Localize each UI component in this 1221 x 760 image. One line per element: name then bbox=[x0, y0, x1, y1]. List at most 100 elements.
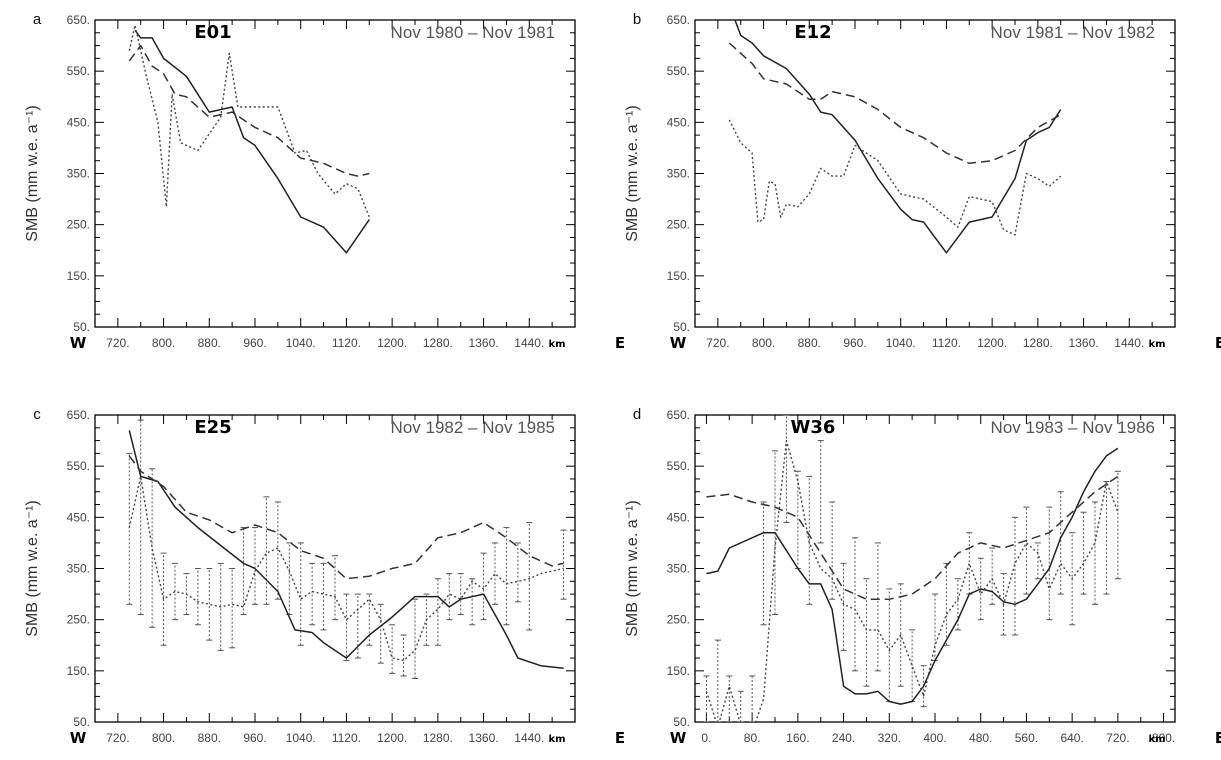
series-dashed-line bbox=[128, 455, 564, 580]
y-tick-label: 350. bbox=[67, 562, 90, 576]
series-dashed-line bbox=[728, 42, 1062, 165]
panel-c: 50. 150. 250. 350. 450. 550. 650. 720. 800. 880. 9… bbox=[24, 406, 625, 747]
station-label: E25 bbox=[194, 417, 231, 438]
panel-b: 50. 150. 250. 350. 450. 550. 650. 720. 800. 880. 9… bbox=[624, 11, 1221, 352]
plot-area bbox=[128, 24, 370, 254]
x-tick-label: 640. bbox=[1060, 731, 1083, 745]
series-solid-line bbox=[134, 29, 370, 254]
series-dotted-line bbox=[728, 119, 1062, 236]
x-tick-label: 1040. bbox=[886, 336, 916, 350]
x-tick-label: 720. bbox=[106, 731, 129, 745]
x-tick-label: 160. bbox=[786, 731, 809, 745]
x-tick-label: 240. bbox=[832, 731, 855, 745]
y-tick-label: 550. bbox=[67, 64, 90, 78]
x-tick-label: 80. bbox=[744, 731, 761, 745]
y-tick-label: 250. bbox=[67, 218, 90, 232]
x-unit-label: km bbox=[548, 734, 565, 745]
x-tick-label: 1440. bbox=[514, 731, 544, 745]
x-tick-label: 720. bbox=[706, 336, 729, 350]
x-tick-label: 1040. bbox=[286, 731, 316, 745]
x-tick-label: 320. bbox=[878, 731, 901, 745]
x-tick-label: 880. bbox=[198, 336, 221, 350]
x-tick-label: 880. bbox=[798, 336, 821, 350]
series-solid-line bbox=[706, 447, 1119, 705]
y-tick-label: 150. bbox=[67, 269, 90, 283]
x-tick-label: 1280. bbox=[423, 336, 453, 350]
y-tick-label: 650. bbox=[667, 13, 690, 27]
x-tick-label: 960. bbox=[843, 336, 866, 350]
y-tick-label: 450. bbox=[67, 115, 90, 129]
y-tick-label: 550. bbox=[667, 459, 690, 473]
series-dotted-line bbox=[705, 439, 1119, 722]
x-tick-label: 1440. bbox=[1114, 336, 1144, 350]
x-tick-label: 1120. bbox=[932, 336, 961, 350]
x-tick-label: 560. bbox=[1015, 731, 1038, 745]
y-tick-label: 150. bbox=[667, 664, 690, 678]
series-dashed-line bbox=[128, 44, 370, 177]
period-label: Nov 1983 – Nov 1986 bbox=[991, 418, 1155, 437]
x-tick-label: 720. bbox=[106, 336, 129, 350]
west-label: W bbox=[670, 334, 687, 352]
panel-letter: b bbox=[633, 11, 641, 28]
y-tick-label: 50. bbox=[673, 715, 690, 729]
series-solid-line bbox=[734, 20, 1062, 254]
x-tick-label: 1200. bbox=[377, 731, 407, 745]
station-label: E12 bbox=[794, 22, 831, 43]
x-unit-label: km bbox=[1148, 339, 1165, 350]
plot-frame bbox=[94, 414, 576, 723]
x-tick-label: 880. bbox=[198, 731, 221, 745]
plot-area bbox=[703, 415, 1121, 722]
west-label: W bbox=[70, 729, 87, 747]
plot-area bbox=[728, 20, 1062, 254]
y-tick-label: 250. bbox=[667, 613, 690, 627]
x-tick-label: 1440. bbox=[514, 336, 544, 350]
x-tick-label: 800. bbox=[1152, 731, 1175, 745]
x-tick-label: 480. bbox=[969, 731, 992, 745]
panel-letter: d bbox=[633, 406, 641, 423]
panel-d: 50. 150. 250. 350. 450. 550. 650. 0. 80. 160. 240.… bbox=[624, 406, 1221, 747]
series-dotted-line bbox=[128, 24, 370, 218]
plot-area bbox=[126, 419, 567, 680]
y-tick-label: 550. bbox=[667, 64, 690, 78]
y-tick-label: 650. bbox=[67, 408, 90, 422]
x-tick-label: 1040. bbox=[286, 336, 316, 350]
panel-a: 50. 150. 250. 350. 450. 550. 650. 720. 800. 880. 9… bbox=[24, 11, 625, 352]
x-tick-label: 800. bbox=[752, 336, 775, 350]
x-unit-label: km bbox=[548, 339, 565, 350]
series-solid-line bbox=[128, 430, 564, 670]
west-label: W bbox=[670, 729, 687, 747]
x-tick-label: 1200. bbox=[377, 336, 407, 350]
panel-letter: a bbox=[33, 11, 42, 28]
y-axis-label: SMB (mm w.e. a⁻¹) bbox=[624, 105, 641, 241]
plot-frame bbox=[694, 19, 1176, 328]
y-tick-label: 350. bbox=[667, 167, 690, 181]
series-dotted-line bbox=[128, 475, 564, 662]
x-tick-label: 800. bbox=[152, 731, 175, 745]
y-tick-label: 250. bbox=[67, 613, 90, 627]
y-tick-label: 50. bbox=[73, 715, 90, 729]
x-tick-label: 1280. bbox=[1023, 336, 1053, 350]
x-tick-label: 1280. bbox=[423, 731, 453, 745]
y-tick-label: 550. bbox=[67, 459, 90, 473]
y-tick-label: 250. bbox=[667, 218, 690, 232]
plot-frame bbox=[94, 19, 576, 328]
y-tick-label: 50. bbox=[73, 320, 90, 334]
y-axis-label: SMB (mm w.e. a⁻¹) bbox=[24, 500, 41, 636]
x-tick-label: 1360. bbox=[1069, 336, 1099, 350]
y-tick-label: 350. bbox=[67, 167, 90, 181]
y-axis-label: SMB (mm w.e. a⁻¹) bbox=[624, 500, 641, 636]
x-tick-label: 1120. bbox=[332, 336, 361, 350]
x-tick-label: 800. bbox=[152, 336, 175, 350]
station-label: W36 bbox=[791, 417, 836, 438]
y-tick-label: 450. bbox=[67, 510, 90, 524]
x-tick-label: 1360. bbox=[469, 336, 499, 350]
east-label: E bbox=[1215, 729, 1221, 747]
y-tick-label: 650. bbox=[67, 13, 90, 27]
x-tick-label: 0. bbox=[701, 731, 711, 745]
station-label: E01 bbox=[194, 22, 231, 43]
y-tick-label: 50. bbox=[673, 320, 690, 334]
east-label: E bbox=[615, 729, 625, 747]
x-tick-label: 1360. bbox=[469, 731, 499, 745]
panel-letter: c bbox=[33, 406, 41, 423]
